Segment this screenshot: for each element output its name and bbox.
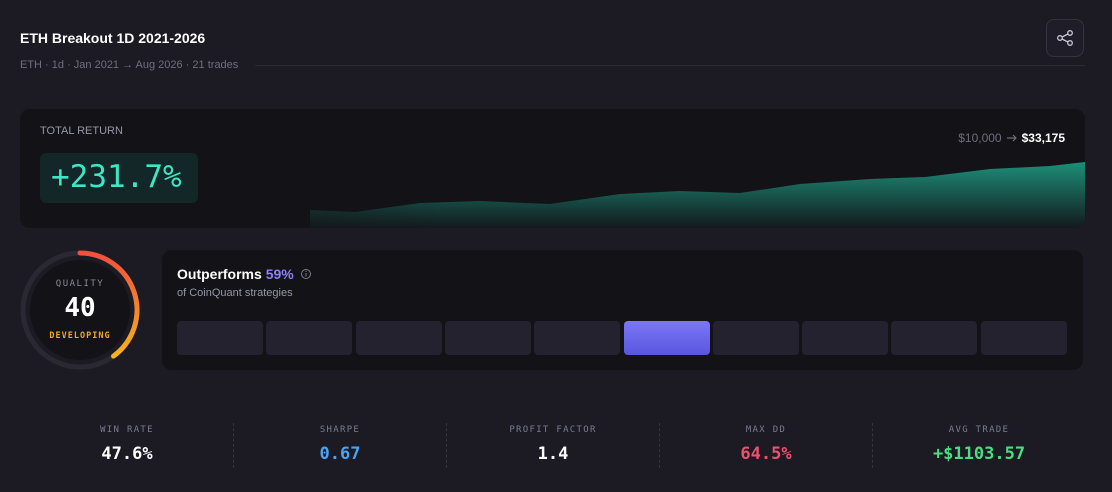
percentile-cell: [802, 321, 889, 355]
stat-label: SHARPE: [319, 425, 361, 435]
stat-value: 1.4: [537, 444, 569, 464]
percentile-cell: [712, 321, 799, 355]
percentile-cell: [534, 321, 621, 355]
stat-divider: [233, 423, 234, 468]
return-box: [40, 153, 198, 203]
divider: [255, 65, 1085, 66]
outperform-text: Outperforms: [177, 266, 262, 282]
outperform-title: Outperforms 59%: [177, 266, 312, 282]
percentile-cell: [355, 321, 442, 355]
stat-label: MAX DD: [745, 425, 787, 435]
return-panel: TOTAL RETURN +231.7% $10,000 $33,175: [20, 109, 1085, 228]
end-balance: $33,175: [1021, 131, 1065, 145]
outperform-caption: of CoinQuant strategies: [177, 287, 293, 299]
stat-value: 47.6%: [101, 444, 153, 464]
info-icon: [300, 269, 311, 279]
quality-gauge: [20, 250, 140, 370]
outperform-percent: 59%: [265, 266, 294, 282]
stat-label: WIN RATE: [100, 425, 154, 435]
return-label: TOTAL RETURN: [40, 125, 123, 137]
stat-divider: [872, 423, 873, 468]
quality-label: QUALITY: [55, 279, 105, 289]
stat-label: AVG TRADE: [948, 425, 1010, 435]
return-value: +231.7%: [51, 159, 182, 195]
percentile-cell: [891, 321, 978, 355]
stat-label: PROFIT FACTOR: [509, 425, 597, 435]
quality-grade: DEVELOPING: [49, 331, 111, 341]
percentile-cell: [444, 321, 531, 355]
stat-value: 64.5%: [740, 444, 792, 464]
percentile-cell: [266, 321, 353, 355]
stat-value: 0.67: [319, 444, 361, 464]
share-icon: [1057, 30, 1073, 46]
stat-value: +$1103.57: [932, 444, 1026, 464]
title: ETH Breakout 1D 2021-2026: [20, 30, 206, 46]
percentile-cell: [177, 321, 263, 355]
subtitle: ETH · 1d · Jan 2021 → Aug 2026 · 21 trad…: [20, 59, 239, 71]
start-balance: $10,000: [958, 131, 1002, 145]
percentile-cell: [980, 321, 1067, 355]
stat-divider: [446, 423, 447, 468]
return-range: $10,000 $33,175: [958, 131, 1065, 145]
percentile-cell-active: [623, 321, 710, 355]
stat-divider: [659, 423, 660, 468]
arrow-icon: [1006, 134, 1017, 142]
share-button[interactable]: [1046, 19, 1084, 57]
quality-score: 40: [64, 293, 96, 323]
